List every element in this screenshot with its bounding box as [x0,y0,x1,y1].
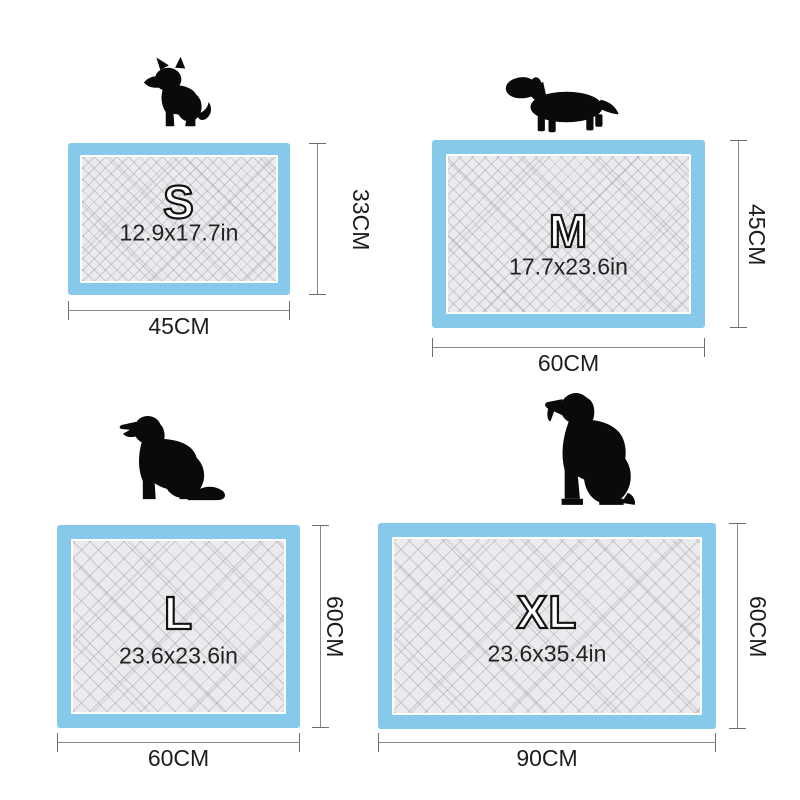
labrador-dog-icon [545,393,636,505]
pad-m-width-measure-line [432,338,705,357]
pad-xl-dimensions: 23.6x35.4in [487,640,607,667]
pad-s-size-letter: S [162,175,195,229]
pad-l-dimensions: 23.6x23.6in [119,642,238,669]
pad-s-height-label: 33CM [348,189,374,251]
pad-l-width-measure-line [57,733,300,752]
pad-m: M 17.7x23.6in [432,140,705,328]
pad-l-width-label: 60CM [147,745,210,771]
pad-m-height-measure-line [730,140,747,328]
pad-s-width-label: 45CM [148,313,210,339]
pad-s-dimensions: 12.9x17.7in [119,219,239,246]
pad-l: L 23.6x23.6in [57,525,300,728]
pad-s: S 12.9x17.7in [68,143,290,295]
golden-retriever-dog-icon [119,415,225,501]
pad-m-width-label: 60CM [537,350,600,376]
pad-xl-size-letter: XL [516,585,578,639]
pad-xl: XL 23.6x35.4in [378,523,716,729]
pad-xl-width-label: 90CM [516,745,578,771]
pad-s-height-measure-line [309,143,326,295]
pad-xl-surface: XL 23.6x35.4in [392,537,702,715]
pad-m-height-label: 45CM [744,204,770,266]
pad-m-dimensions: 17.7x23.6in [509,253,628,280]
pad-l-height-measure-line [312,525,329,728]
dachshund-dog-icon [505,77,619,133]
pad-xl-height-measure-line [729,523,746,729]
pad-s-width-measure-line [68,301,290,320]
pad-l-size-letter: L [163,586,194,640]
pad-xl-width-measure-line [378,733,716,752]
pad-l-surface: L 23.6x23.6in [71,539,286,714]
pad-s-surface: S 12.9x17.7in [80,155,278,283]
pad-xl-height-label: 60CM [745,596,771,658]
pad-l-height-label: 60CM [322,596,348,658]
pad-m-size-letter: M [548,204,589,258]
pad-m-surface: M 17.7x23.6in [446,154,691,314]
sitting-puppy-dog-icon [143,56,212,127]
